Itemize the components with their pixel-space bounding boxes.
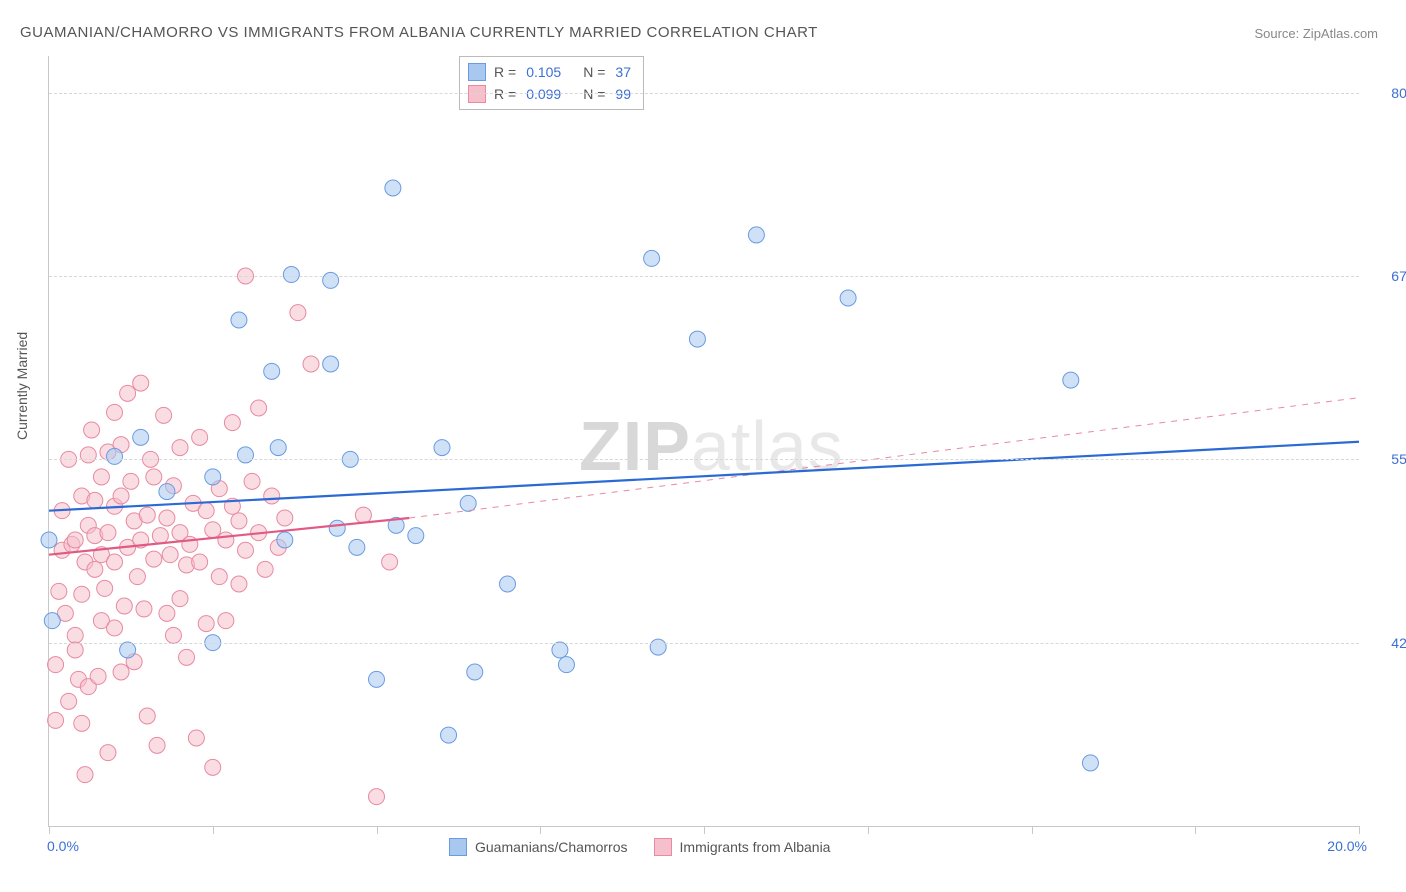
source-attribution: Source: ZipAtlas.com: [1254, 26, 1378, 41]
y-axis-label: Currently Married: [14, 332, 30, 440]
plot-area: ZIPatlas 0.0% 20.0% R = 0.105 N = 37 R =…: [48, 56, 1359, 827]
y-tick-label: 42.5%: [1371, 635, 1406, 651]
x-tick: [377, 826, 378, 834]
x-tick: [1032, 826, 1033, 834]
gridline: [49, 276, 1359, 277]
swatch-icon: [654, 838, 672, 856]
y-tick-label: 55.0%: [1371, 451, 1406, 467]
x-tick: [540, 826, 541, 834]
gridline: [49, 643, 1359, 644]
x-tick: [704, 826, 705, 834]
x-tick: [1359, 826, 1360, 834]
x-tick: [49, 826, 50, 834]
x-axis-min-label: 0.0%: [47, 838, 79, 854]
y-tick-label: 67.5%: [1371, 268, 1406, 284]
x-tick: [213, 826, 214, 834]
chart-svg: [49, 56, 1359, 826]
y-tick-label: 80.0%: [1371, 85, 1406, 101]
gridline: [49, 459, 1359, 460]
legend-item-1: Guamanians/Chamorros: [449, 838, 628, 856]
x-tick: [1195, 826, 1196, 834]
swatch-icon: [449, 838, 467, 856]
series-legend: Guamanians/Chamorros Immigrants from Alb…: [449, 838, 830, 856]
gridline: [49, 93, 1359, 94]
legend-item-2: Immigrants from Albania: [654, 838, 831, 856]
chart-title: GUAMANIAN/CHAMORRO VS IMMIGRANTS FROM AL…: [20, 24, 818, 41]
x-axis-max-label: 20.0%: [1327, 838, 1367, 854]
x-tick: [868, 826, 869, 834]
